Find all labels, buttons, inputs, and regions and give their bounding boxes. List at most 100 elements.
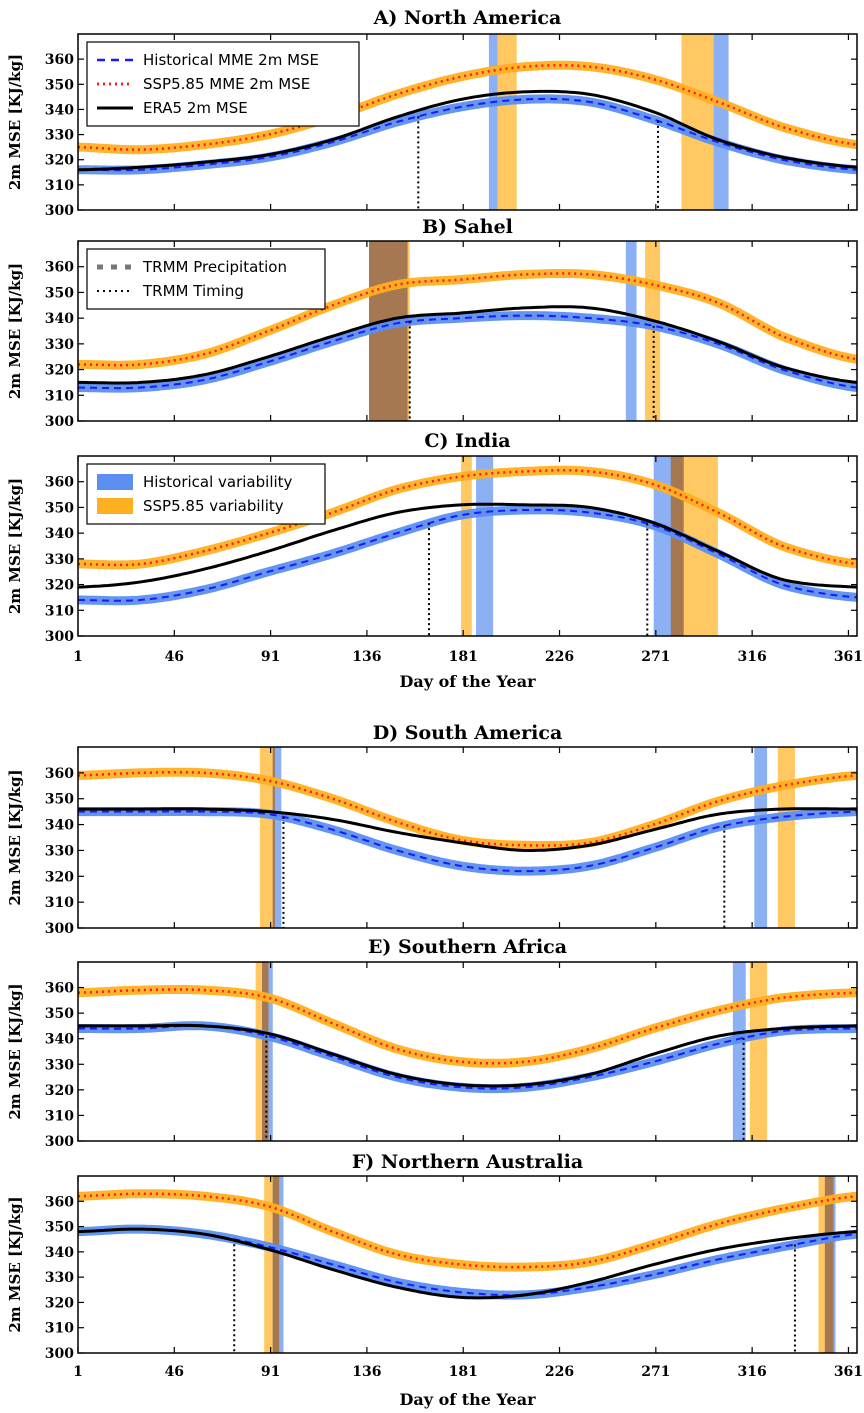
ssp-onset-variability-bar [461,456,472,636]
legend-entry-2: TRMM Timing [142,282,244,300]
y-axis-label: 2m MSE [KJ/kg] [6,263,24,399]
y-tick-label: 310 [45,1108,74,1124]
y-tick-label: 340 [45,818,74,834]
y-tick-label: 310 [45,1321,74,1337]
x-tick-label: 271 [641,1364,670,1380]
y-tick-label: 350 [45,285,74,301]
x-tick-label: 136 [352,649,381,665]
ssp-onset-variability-bar [259,747,275,928]
ssp-onset-variability-bar [497,34,517,210]
x-tick-label: 46 [165,649,184,665]
chart-title: C) India [424,430,510,452]
x-tick-label: 91 [261,649,280,665]
series-line-2 [78,770,857,847]
y-tick-label: 300 [45,1134,74,1150]
x-tick-label: 271 [641,649,670,665]
legend: TRMM Precipitation TRMM Timing [86,248,326,310]
axes-frame [77,33,858,211]
y-tick-label: 340 [45,526,74,542]
y-tick-label: 330 [45,552,74,568]
x-tick-label: 316 [738,1364,767,1380]
legend-entry-3: ERA5 2m MSE [143,99,248,117]
ssp-withdrawal-variability-bar [749,962,768,1141]
chart-panel-5: 300 310 320 330 340 350 360 E) Southern Africa 2… [6,936,858,1150]
series-line-3 [78,502,857,589]
series-band-2 [78,985,857,1068]
x-tick-label: 361 [834,649,863,665]
axes-frame [77,961,858,1142]
y-tick-label: 300 [45,1346,74,1362]
y-tick-label: 360 [45,1194,74,1210]
series-line-3 [78,807,857,852]
legend-marker-2 [97,498,133,514]
y-tick-label: 350 [45,1006,74,1022]
chart-title: D) South America [373,722,563,744]
plot-area [78,34,857,210]
variability-overlap [272,1176,280,1353]
series-line-1 [78,1024,857,1090]
series-line-2 [78,1192,857,1269]
y-tick-label: 320 [45,1295,74,1311]
x-tick-label: 136 [352,1364,381,1380]
chart-panel-3: 300 310 320 330 340 350 360 1 46 91 136 181 226 271 31… [6,430,863,691]
y-tick-label: 310 [45,388,74,404]
plot-area [78,962,857,1141]
y-tick-label: 360 [45,475,74,491]
series-line-3 [78,89,857,172]
series-line-1 [78,508,857,602]
y-tick-label: 300 [45,921,74,937]
chart-title: E) Southern Africa [368,936,567,958]
axes-frame [77,1175,858,1354]
axes-frame [77,746,858,929]
y-tick-label: 310 [45,603,74,619]
y-tick-label: 350 [45,792,74,808]
chart-title: F) Northern Australia [352,1151,583,1173]
x-tick-label: 91 [261,1364,280,1380]
y-tick-label: 330 [45,337,74,353]
y-axis-label: 2m MSE [KJ/kg] [6,478,24,614]
x-tick-label: 361 [834,1364,863,1380]
y-tick-label: 330 [45,1057,74,1073]
y-tick-label: 300 [45,414,74,430]
y-tick-label: 310 [45,178,74,194]
historical-withdrawal-variability-bar [625,241,637,421]
y-axis-label: 2m MSE [KJ/kg] [6,769,24,905]
chart-panel-6: 300 310 320 330 340 350 360 1 46 91 136 181 226 271 31… [6,1151,863,1409]
series-line-3 [78,305,857,385]
variability-overlap [670,456,684,636]
y-axis-label: 2m MSE [KJ/kg] [6,54,24,190]
x-tick-label: 46 [165,1364,184,1380]
plot-area [78,1176,857,1353]
chart-panel-4: 300 310 320 330 340 350 360 D) South America 2m … [6,722,858,937]
y-tick-label: 300 [45,203,74,219]
ssp-withdrawal-variability-bar [777,747,795,928]
legend-entry-2: SSP5.85 MME 2m MSE [143,75,310,93]
y-tick-label: 360 [45,260,74,276]
plot-area [78,241,857,421]
y-tick-label: 340 [45,1032,74,1048]
series-line-3 [78,1023,857,1088]
series-band-2 [78,60,857,155]
y-tick-label: 320 [45,363,74,379]
y-axis-label: 2m MSE [KJ/kg] [6,1196,24,1332]
x-tick-label: 181 [449,1364,478,1380]
y-tick-label: 330 [45,128,74,144]
series-line-3 [78,1227,857,1300]
y-tick-label: 360 [45,766,74,782]
y-tick-label: 300 [45,629,74,645]
chart-title: B) Sahel [422,216,513,238]
y-tick-label: 340 [45,311,74,327]
y-tick-label: 350 [45,1220,74,1236]
historical-onset-variability-bar [476,456,494,636]
x-tick-label: 226 [545,1364,574,1380]
axes-frame [77,455,858,637]
legend: Historical variability SSP5.85 variabilit… [86,463,326,525]
y-tick-label: 340 [45,1245,74,1261]
y-tick-label: 330 [45,1270,74,1286]
y-tick-label: 340 [45,102,74,118]
historical-withdrawal-variability-bar [713,34,729,210]
legend: Historical MME 2m MSE SSP5.85 MME 2m MSE E… [86,41,360,127]
y-tick-label: 350 [45,77,74,93]
y-axis-label: 2m MSE [KJ/kg] [6,983,24,1119]
